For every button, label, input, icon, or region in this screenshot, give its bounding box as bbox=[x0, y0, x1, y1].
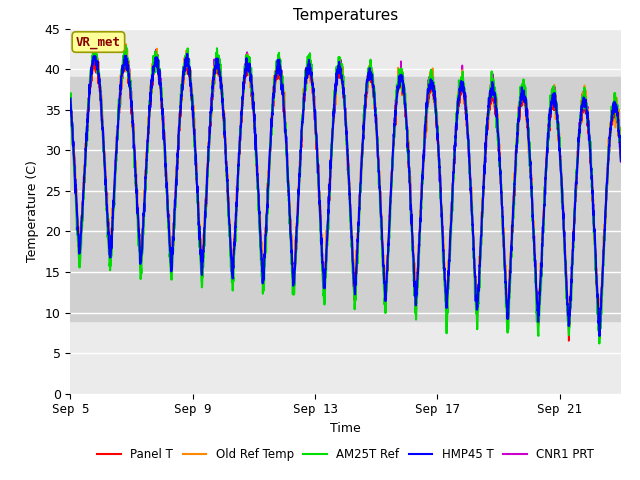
Title: Temperatures: Temperatures bbox=[293, 9, 398, 24]
Text: VR_met: VR_met bbox=[76, 36, 121, 48]
Bar bbox=[70, 77, 621, 321]
Legend: Panel T, Old Ref Temp, AM25T Ref, HMP45 T, CNR1 PRT: Panel T, Old Ref Temp, AM25T Ref, HMP45 … bbox=[93, 443, 598, 466]
Y-axis label: Temperature (C): Temperature (C) bbox=[26, 160, 39, 262]
X-axis label: Time: Time bbox=[330, 422, 361, 435]
